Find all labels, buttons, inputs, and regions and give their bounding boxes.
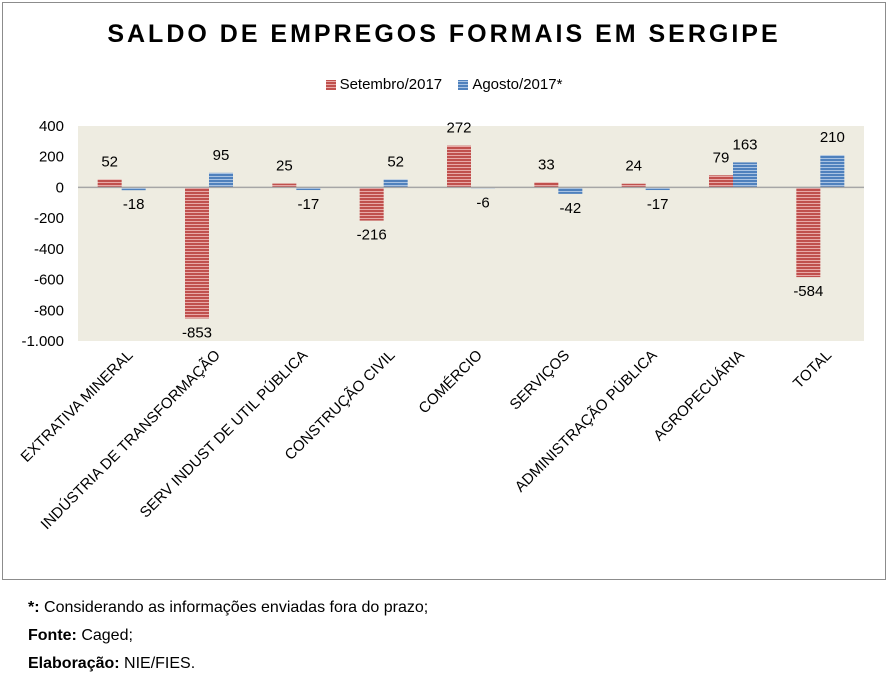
bar-setembro bbox=[621, 183, 646, 188]
y-tick-label: -200 bbox=[34, 210, 64, 227]
y-axis: 400 200 0 -200 -400 -600 -800 -1.000 bbox=[21, 118, 64, 350]
chart-legend: Setembro/2017 Agosto/2017* bbox=[0, 76, 888, 94]
data-label-setembro: 25 bbox=[276, 158, 293, 175]
bar-setembro bbox=[185, 187, 209, 319]
data-label-agosto: 52 bbox=[387, 153, 404, 170]
data-label-agosto: 95 bbox=[213, 147, 230, 164]
footnotes: *: Considerando as informações enviadas … bbox=[28, 594, 428, 678]
category-label: INDÚSTRIA DE TRANSFORMAÇÃO bbox=[38, 347, 224, 533]
legend-swatch-agosto bbox=[458, 79, 469, 90]
bar-setembro bbox=[97, 179, 122, 188]
data-label-agosto: 210 bbox=[820, 129, 845, 146]
bar-setembro bbox=[359, 187, 384, 221]
bar-setembro bbox=[534, 182, 559, 188]
data-label-agosto: -6 bbox=[476, 194, 489, 211]
data-label-setembro: 52 bbox=[101, 153, 118, 170]
footnote-asterisk-text: Considerando as informações enviadas for… bbox=[39, 599, 429, 616]
y-tick-label: 400 bbox=[39, 118, 64, 135]
data-label-setembro: -853 bbox=[182, 324, 212, 341]
footnote-elaboration: Elaboração: NIE/FIES. bbox=[28, 650, 428, 678]
y-tick-label: -400 bbox=[34, 241, 64, 258]
category-label: SERVIÇOS bbox=[507, 347, 574, 414]
data-label-setembro: 79 bbox=[713, 149, 730, 166]
footnote-elaboration-label: Elaboração: bbox=[28, 655, 120, 672]
bar-setembro bbox=[447, 145, 471, 188]
legend-swatch-setembro bbox=[325, 79, 336, 90]
data-label-setembro: -584 bbox=[793, 283, 823, 300]
y-tick-label: -600 bbox=[34, 272, 64, 289]
data-label-setembro: 24 bbox=[625, 158, 642, 175]
bar-agosto bbox=[733, 162, 757, 188]
category-label: AGROPECUÁRIA bbox=[650, 347, 747, 444]
data-label-agosto: -42 bbox=[559, 200, 581, 217]
bar-agosto bbox=[121, 187, 146, 191]
footnote-source: Fonte: Caged; bbox=[28, 622, 428, 650]
data-label-setembro: -216 bbox=[357, 227, 387, 244]
footnote-asterisk: *: Considerando as informações enviadas … bbox=[28, 594, 428, 622]
y-tick-label: -800 bbox=[34, 302, 64, 319]
legend-item-setembro: Setembro/2017 bbox=[325, 76, 443, 93]
y-tick-label: -1.000 bbox=[21, 333, 64, 350]
bar-agosto bbox=[383, 179, 408, 188]
data-labels-group: 52 -18 -853 95 25 -17 -216 52 272 -6 33 -42 24 -17 791… bbox=[101, 120, 845, 342]
bar-agosto bbox=[296, 187, 321, 191]
bars-group bbox=[97, 145, 845, 319]
bar-agosto bbox=[645, 187, 670, 191]
category-label: ADMINISTRAÇÃO PÚBLICA bbox=[512, 347, 661, 496]
bar-agosto bbox=[558, 187, 583, 194]
bar-setembro bbox=[272, 183, 297, 188]
data-label-setembro: 272 bbox=[446, 120, 471, 137]
footnote-asterisk-marker: *: bbox=[28, 599, 40, 616]
legend-item-agosto: Agosto/2017* bbox=[458, 76, 562, 93]
chart-title: SALDO DE EMPREGOS FORMAIS EM SERGIPE bbox=[107, 20, 781, 48]
data-label-agosto: -17 bbox=[297, 196, 319, 213]
category-label: SERV INDUST DE UTIL PÚBLICA bbox=[137, 347, 312, 522]
bar-agosto bbox=[820, 155, 845, 188]
bar-setembro bbox=[796, 187, 821, 278]
footnote-elaboration-text: NIE/FIES. bbox=[119, 655, 196, 672]
category-label: COMÉRCIO bbox=[415, 347, 485, 417]
bar-setembro bbox=[709, 175, 733, 188]
data-label-setembro: 33 bbox=[538, 156, 555, 173]
bar-agosto bbox=[209, 172, 233, 188]
footnote-source-label: Fonte: bbox=[28, 627, 77, 644]
category-label: TOTAL bbox=[790, 347, 835, 392]
y-tick-label: 0 bbox=[56, 179, 64, 196]
legend-label-agosto: Agosto/2017* bbox=[472, 76, 563, 93]
legend-label-setembro: Setembro/2017 bbox=[339, 76, 443, 93]
data-label-agosto: -18 bbox=[123, 196, 145, 213]
data-label-agosto: -17 bbox=[647, 196, 669, 213]
footnote-source-text: Caged; bbox=[76, 627, 133, 644]
bar-chart: 400 200 0 -200 -400 -600 -800 -1.000 52 -18 -853 9… bbox=[18, 118, 864, 533]
data-label-agosto: 163 bbox=[732, 136, 757, 153]
y-tick-label: 200 bbox=[39, 149, 64, 166]
